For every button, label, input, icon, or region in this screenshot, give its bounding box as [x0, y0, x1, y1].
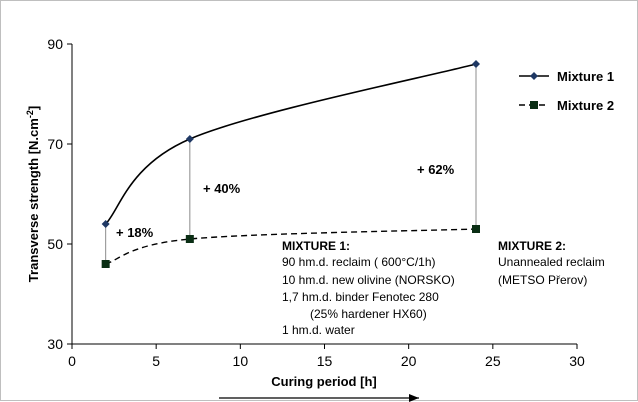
series-line-mixture-1: [105, 63, 477, 225]
x-tick-label: 10: [233, 353, 249, 369]
annotation-plus-18: + 18%: [116, 225, 154, 240]
data-point-mixture-1: [185, 135, 194, 143]
y-tick-label: 30: [47, 336, 63, 352]
x-tick-label: 0: [68, 353, 76, 369]
legend-label-mixture-2: Mixture 2: [557, 98, 614, 113]
x-tick-label: 5: [152, 353, 160, 369]
data-point-mixture-2: [185, 235, 194, 243]
y-tick-label: 90: [47, 36, 63, 52]
legend: Mixture 1 Mixture 2: [519, 69, 614, 113]
x-tick-label: 20: [401, 353, 417, 369]
data-point-mixture-1: [101, 220, 110, 228]
y-tick-label: 50: [47, 236, 63, 252]
x-tick-label: 30: [569, 353, 585, 369]
mixture1-line: 90 hm.d. reclaim ( 600°C/1h): [282, 255, 436, 269]
x-axis-title: Curing period [h]: [271, 374, 376, 389]
mixture2-title: MIXTURE 2:: [498, 239, 566, 253]
data-point-mixture-2: [472, 225, 480, 233]
data-point-mixture-1: [472, 60, 480, 68]
mixture2-line: Unannealed reclaim: [498, 255, 605, 269]
mixture1-line: 1,7 hm.d. binder Fenotec 280: [282, 290, 439, 304]
connector-lines: [105, 64, 477, 264]
legend-marker-mixture-2: [530, 101, 538, 109]
legend-marker-mixture-1: [530, 72, 538, 80]
y-axis-title: Transverse strength [N.cm-2]: [25, 106, 41, 282]
annotation-plus-40: + 40%: [203, 181, 241, 196]
tick-group: 0 5 10 15 20 25 30 30 50 70 90: [47, 36, 585, 369]
mixture1-line: (25% hardener HX60): [310, 307, 427, 321]
marker-group: [101, 60, 480, 268]
x-axis-arrow-head: [409, 394, 419, 402]
mixture1-line: 1 hm.d. water: [282, 323, 355, 337]
y-tick-label: 70: [47, 136, 63, 152]
mixture1-line: 10 hm.d. new olivine (NORSKO): [282, 273, 455, 287]
legend-label-mixture-1: Mixture 1: [557, 69, 614, 84]
mixture1-title: MIXTURE 1:: [282, 239, 350, 253]
series-line-mixture-2: [105, 228, 477, 265]
data-point-mixture-2: [101, 260, 110, 268]
mixture2-line: (METSO Přerov): [498, 273, 587, 287]
x-tick-label: 25: [485, 353, 501, 369]
x-tick-label: 15: [317, 353, 333, 369]
annotation-plus-62: + 62%: [417, 162, 455, 177]
